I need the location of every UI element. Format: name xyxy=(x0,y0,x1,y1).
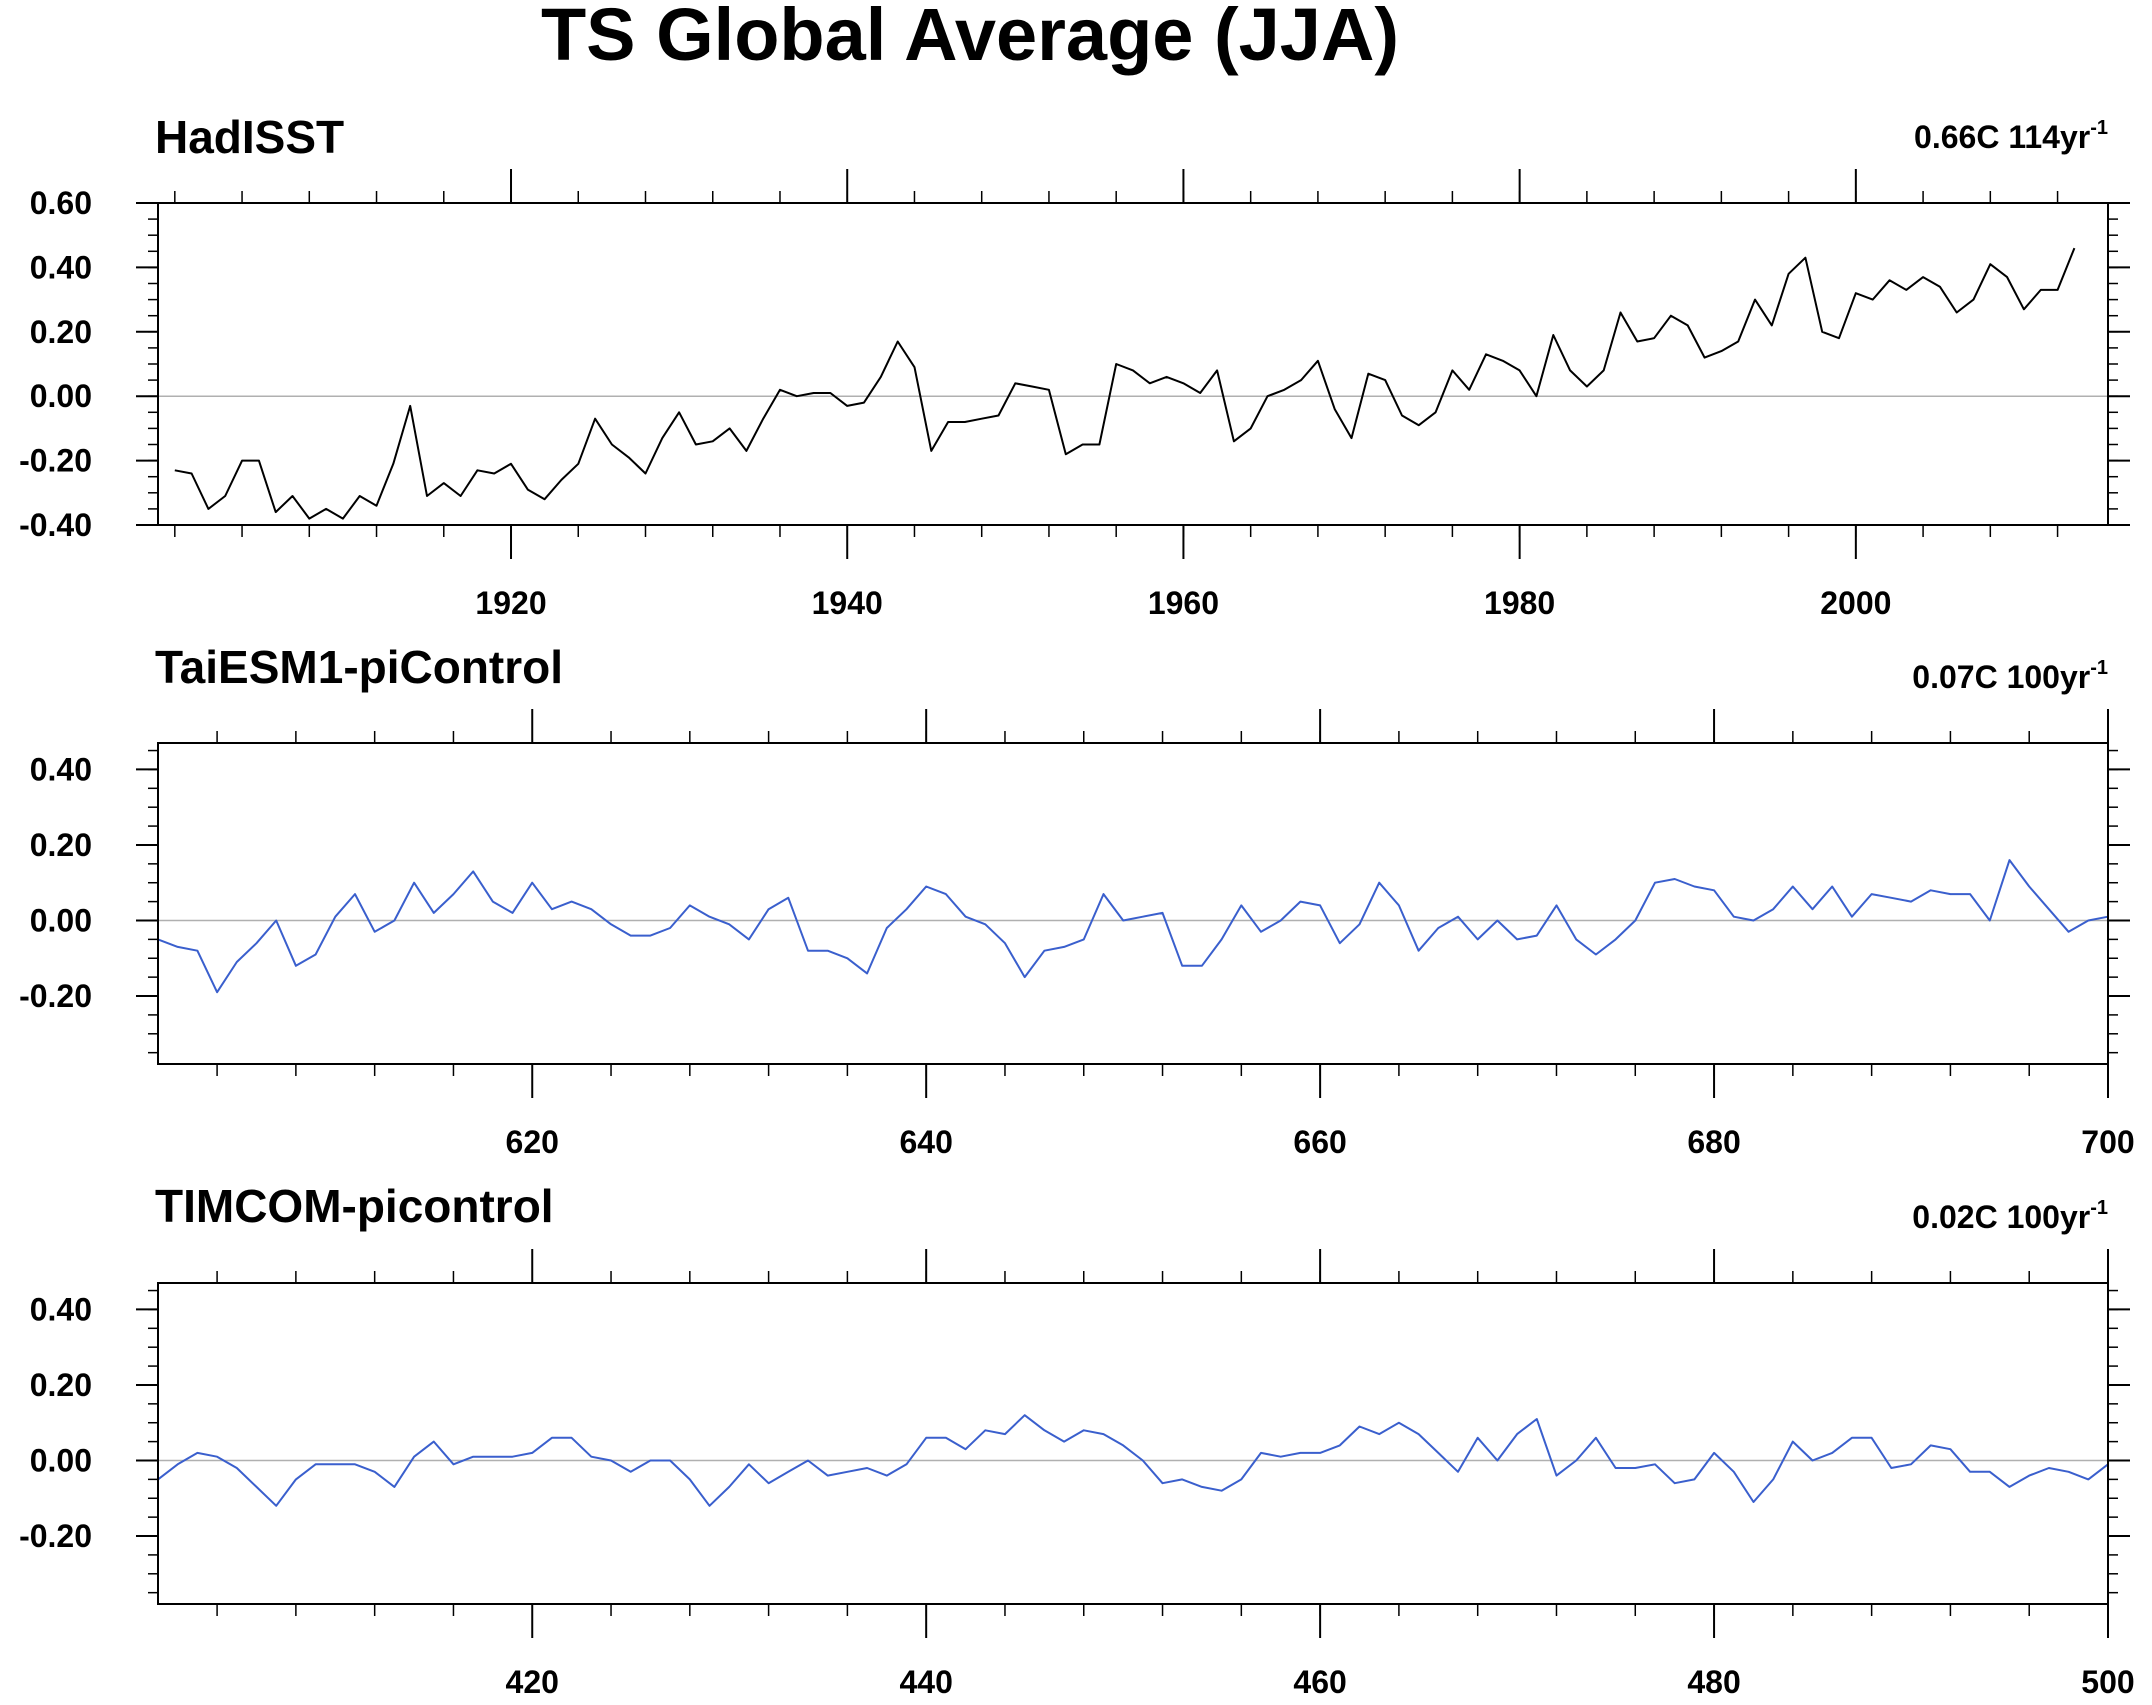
x-tick-label: 640 xyxy=(899,1124,952,1160)
panel-title: TaiESM1-piControl xyxy=(155,641,563,693)
y-tick-label: 0.00 xyxy=(30,378,92,414)
panel-timcom-picontrol: TIMCOM-picontrol 0.02C 100yr-1 -0.20 0.00… xyxy=(19,1180,2135,1700)
x-tick-label: 680 xyxy=(1687,1124,1740,1160)
plot-frame xyxy=(157,742,2109,1065)
panel-taiesm1-picontrol: TaiESM1-piControl 0.07C 100yr-1 -0.20 0.0… xyxy=(19,641,2135,1160)
y-tick-label: 0.40 xyxy=(30,249,92,285)
y-tick-label: 0.40 xyxy=(30,751,92,787)
x-tick-label: 460 xyxy=(1293,1664,1346,1700)
x-tick-label: 660 xyxy=(1293,1124,1346,1160)
x-tick-label: 1960 xyxy=(1148,585,1219,621)
x-tick-label: 480 xyxy=(1687,1664,1740,1700)
x-tick-label: 1980 xyxy=(1484,585,1555,621)
series-line xyxy=(174,247,2076,520)
trend-label: 0.07C 100yr-1 xyxy=(1912,657,2108,695)
x-tick-label: 440 xyxy=(899,1664,952,1700)
plot-frame xyxy=(157,202,2109,526)
series-line xyxy=(157,1414,2109,1507)
x-tick-label: 620 xyxy=(506,1124,559,1160)
panel-title: HadISST xyxy=(155,111,344,163)
x-tick-label: 1940 xyxy=(812,585,883,621)
y-tick-label: 0.20 xyxy=(30,314,92,350)
y-tick-label: 0.00 xyxy=(30,902,92,938)
trend-label: 0.02C 100yr-1 xyxy=(1912,1197,2108,1235)
plot-area: -0.20 0.00 0.20 0.40 620 640 660 680 700 xyxy=(19,709,2135,1160)
y-tick-label: 0.20 xyxy=(30,1367,92,1403)
y-tick-label: -0.40 xyxy=(19,507,92,543)
x-tick-label: 420 xyxy=(506,1664,559,1700)
x-tick-label: 500 xyxy=(2081,1664,2134,1700)
plot-frame xyxy=(157,1282,2109,1605)
plot-area: -0.40 -0.20 0.00 0.20 0.40 0.60 1920 1940 1960 19… xyxy=(19,169,2130,621)
panel-hadisst: HadISST 0.66C 114yr-1 -0.40 -0.20 0.00 0.20… xyxy=(19,111,2130,621)
plot-area: -0.20 0.00 0.20 0.40 420 440 460 480 500 xyxy=(19,1249,2135,1700)
y-tick-label: 0.40 xyxy=(30,1291,92,1327)
main-title: TS Global Average (JJA) xyxy=(541,0,1399,76)
y-tick-label: -0.20 xyxy=(19,978,92,1014)
x-tick-label: 700 xyxy=(2081,1124,2134,1160)
y-tick-label: 0.20 xyxy=(30,827,92,863)
y-tick-label: -0.20 xyxy=(19,1518,92,1554)
x-tick-label: 1920 xyxy=(475,585,546,621)
trend-label: 0.66C 114yr-1 xyxy=(1914,117,2108,155)
y-tick-label: 0.00 xyxy=(30,1442,92,1478)
y-tick-label: 0.60 xyxy=(30,185,92,221)
y-tick-label: -0.20 xyxy=(19,443,92,479)
panel-title: TIMCOM-picontrol xyxy=(155,1180,554,1232)
series-line xyxy=(157,859,2109,994)
x-tick-label: 2000 xyxy=(1820,585,1891,621)
